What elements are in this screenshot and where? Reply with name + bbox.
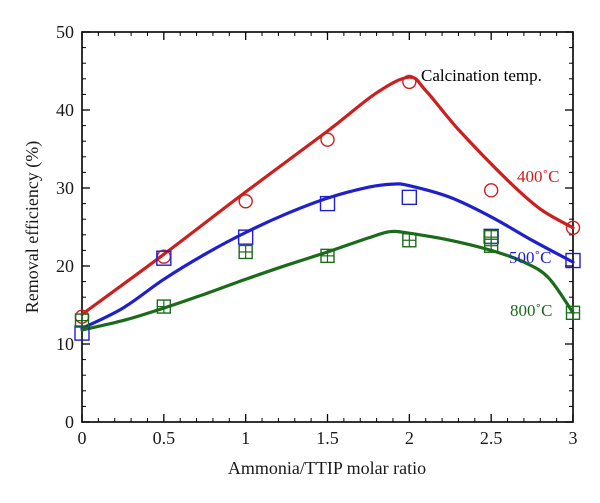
y-tick-label: 20 <box>56 256 74 276</box>
y-tick-label: 0 <box>65 412 74 432</box>
data-point-500 <box>237 229 254 245</box>
data-point-500 <box>401 189 418 206</box>
fit-curves <box>80 75 575 332</box>
legend-title: Calcination temp. <box>421 66 542 85</box>
series-label-800: 800˚C <box>510 301 553 320</box>
x-axis-title: Ammonia/TTIP molar ratio <box>228 458 426 478</box>
data-markers <box>74 74 581 341</box>
x-tick-label: 3 <box>569 428 578 448</box>
x-tick-label: 2 <box>405 428 414 448</box>
data-point-500 <box>156 250 172 266</box>
x-tick-label: 2.5 <box>480 428 503 448</box>
data-point-800 <box>238 244 253 260</box>
data-point-500 <box>319 195 336 212</box>
data-point-800 <box>74 313 90 328</box>
data-point-400 <box>565 220 581 235</box>
fit-curve-500 <box>80 182 575 330</box>
y-tick-label: 50 <box>56 22 74 42</box>
data-point-800 <box>483 229 499 245</box>
data-point-400 <box>238 194 253 209</box>
data-point-800 <box>565 305 581 320</box>
y-tick-label: 30 <box>56 178 74 198</box>
data-point-800 <box>156 299 172 314</box>
data-point-400 <box>483 183 499 198</box>
fit-curve-800 <box>80 229 575 332</box>
axis-ticks <box>81 31 574 423</box>
plot-frame <box>81 31 574 423</box>
series-label-500: 500˚C <box>509 248 552 267</box>
y-tick-label: 40 <box>56 100 74 120</box>
data-point-400 <box>402 74 417 90</box>
fit-curve-400 <box>80 75 575 316</box>
data-point-400 <box>320 132 335 147</box>
data-point-500 <box>565 252 581 269</box>
x-tick-label: 1.5 <box>316 428 339 448</box>
y-tick-label: 10 <box>56 334 74 354</box>
data-point-800 <box>320 248 335 264</box>
y-axis-title: Removal efficiency (%) <box>22 141 43 314</box>
x-tick-label: 0.5 <box>153 428 176 448</box>
x-tick-label: 1 <box>241 428 250 448</box>
data-point-800 <box>402 233 417 248</box>
x-tick-label: 0 <box>78 428 87 448</box>
series-label-400: 400˚C <box>517 167 560 186</box>
